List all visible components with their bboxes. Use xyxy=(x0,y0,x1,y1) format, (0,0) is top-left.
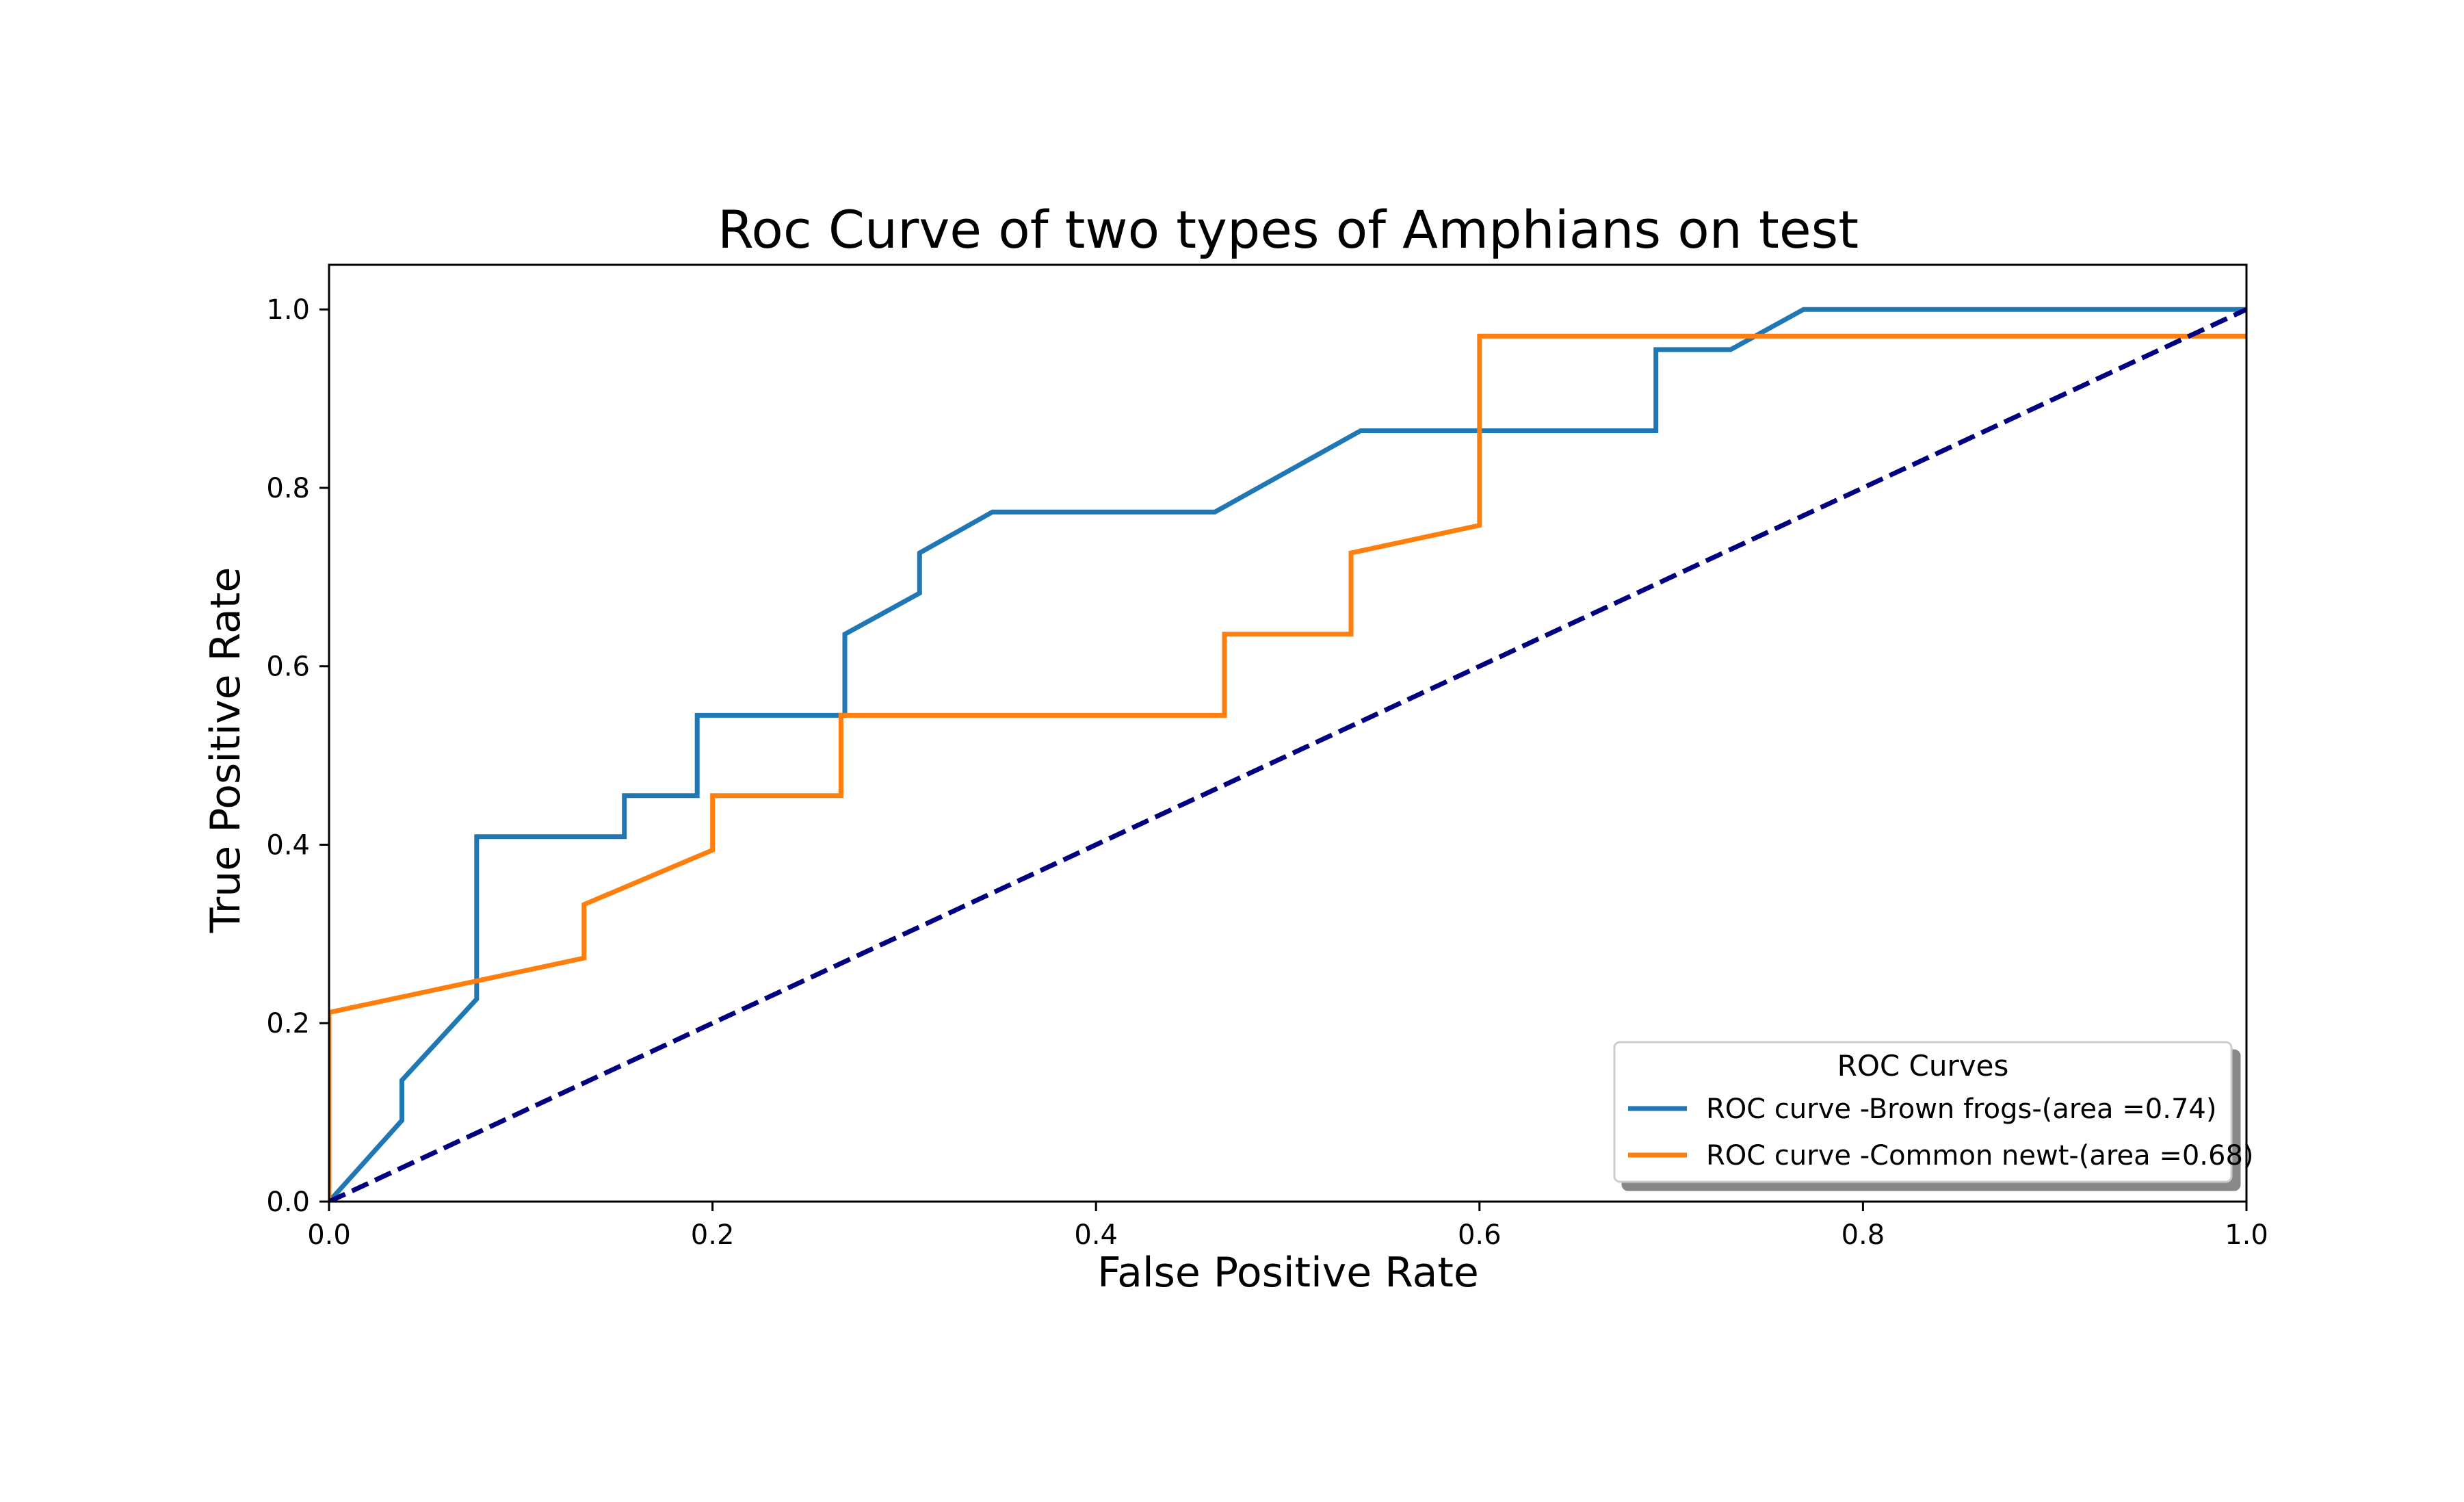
series-brown-frogs-line xyxy=(329,307,2246,1202)
plot-frame xyxy=(328,263,2248,1203)
x-tick-label: 0.2 xyxy=(691,1219,735,1251)
x-tick-label: 0.8 xyxy=(1842,1219,1885,1251)
legend-label-common-newt: ROC curve -Common newt-(area =0.68) xyxy=(1706,1140,2254,1171)
y-tick-label: 0.2 xyxy=(266,1008,310,1039)
y-tick-label: 0.6 xyxy=(266,651,310,683)
x-tick-label: 1.0 xyxy=(2225,1219,2268,1251)
x-axis-label: False Positive Rate xyxy=(1097,1249,1479,1297)
y-tick-label: 0.0 xyxy=(266,1187,310,1218)
legend-title: ROC Curves xyxy=(1837,1049,2009,1083)
x-tick-label: 0.6 xyxy=(1458,1219,1502,1251)
y-tick-label: 0.4 xyxy=(266,829,310,861)
y-tick-label: 0.8 xyxy=(266,473,310,504)
y-axis-label: True Positive Rate xyxy=(202,567,250,933)
x-tick-label: 0.4 xyxy=(1074,1219,1118,1251)
series-layer xyxy=(329,307,2246,1202)
series-common-newt-line xyxy=(329,333,2246,1202)
y-axis-ticks: 0.0 0.2 0.4 0.6 0.8 1.0 xyxy=(266,294,329,1218)
legend-label-brown-frogs: ROC curve -Brown frogs-(area =0.74) xyxy=(1706,1093,2216,1125)
legend: ROC Curves ROC curve -Brown frogs-(area … xyxy=(1613,1041,2254,1183)
chart-title: Roc Curve of two types of Amphians on te… xyxy=(718,199,1859,260)
legend-box xyxy=(1613,1041,2233,1183)
x-tick-label: 0.0 xyxy=(307,1219,351,1251)
y-tick-label: 1.0 xyxy=(266,294,310,326)
diagonal-chance-line xyxy=(329,307,2246,1202)
x-axis-ticks: 0.0 0.2 0.4 0.6 0.8 1.0 xyxy=(307,1202,2268,1251)
